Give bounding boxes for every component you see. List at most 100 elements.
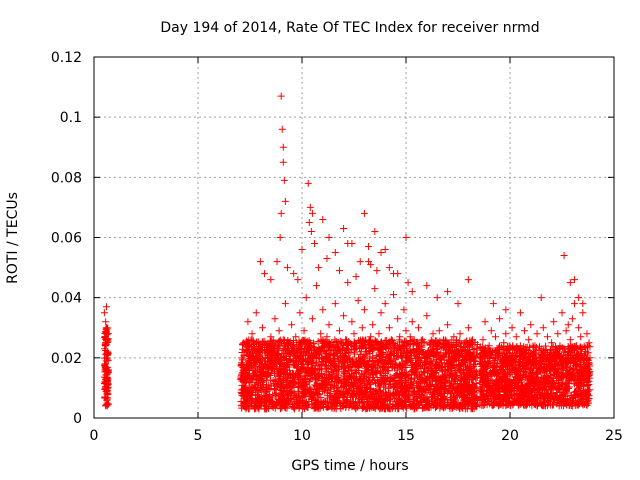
data-point [317, 393, 325, 401]
data-point [343, 354, 351, 362]
data-point [281, 197, 289, 205]
data-point [381, 300, 389, 308]
data-point [279, 158, 287, 166]
data-point [381, 246, 389, 254]
data-point [360, 391, 368, 399]
data-point [314, 397, 322, 405]
data-point [368, 364, 376, 372]
data-point [489, 300, 497, 308]
y-tick-labels: 00.020.040.060.080.10.12 [51, 50, 82, 427]
y-tick-label: 0 [73, 411, 82, 427]
data-point [284, 349, 292, 357]
data-point [402, 234, 410, 241]
data-point [562, 327, 570, 335]
data-point [310, 354, 318, 362]
data-point [363, 400, 371, 408]
data-point [502, 330, 510, 338]
data-point [393, 352, 401, 360]
data-point [321, 371, 329, 379]
data-point [424, 403, 432, 411]
data-point [369, 355, 377, 363]
data-point [295, 394, 303, 402]
data-point [464, 356, 472, 364]
data-point [264, 386, 272, 394]
data-point [290, 270, 298, 278]
data-point [585, 339, 593, 347]
data-point [365, 243, 373, 251]
data-point [472, 393, 480, 401]
y-tick-label: 0.02 [51, 351, 82, 367]
data-point [313, 282, 321, 290]
data-point [362, 336, 370, 344]
data-point [334, 387, 342, 395]
data-point [350, 330, 358, 338]
data-point [404, 279, 412, 287]
data-point [277, 92, 285, 100]
data-point [326, 374, 334, 382]
data-point [274, 395, 282, 403]
data-point [278, 125, 286, 133]
data-point [564, 321, 572, 329]
data-point [300, 402, 308, 410]
data-point [440, 353, 448, 361]
data-point [282, 404, 290, 412]
data-point [444, 288, 452, 296]
data-point [341, 346, 349, 354]
y-axis-label: ROTI / TECUs [5, 192, 21, 284]
data-point [275, 327, 283, 335]
x-tick-label: 20 [501, 428, 519, 444]
data-point [437, 382, 445, 390]
data-point [479, 336, 487, 344]
data-point [330, 350, 338, 358]
x-tick-label: 5 [194, 428, 203, 444]
data-point [399, 397, 407, 405]
data-point [527, 321, 535, 329]
data-point [256, 258, 264, 266]
data-point [365, 337, 373, 345]
data-point [255, 365, 263, 373]
data-point [423, 282, 431, 290]
data-point [351, 350, 359, 358]
data-point [348, 318, 356, 326]
data-point [481, 318, 489, 326]
data-point [344, 366, 352, 374]
data-point [326, 385, 334, 393]
data-point [575, 324, 583, 332]
data-point [343, 359, 351, 367]
data-point [354, 297, 362, 305]
data-point [102, 318, 110, 326]
data-point [331, 336, 339, 344]
data-point [371, 398, 379, 406]
data-point [331, 300, 339, 308]
data-point [330, 351, 338, 359]
data-point [358, 324, 366, 332]
data-point [280, 376, 288, 384]
data-point [464, 276, 472, 284]
data-point [397, 372, 405, 380]
data-point [276, 234, 284, 241]
data-point [390, 270, 398, 278]
data-point [449, 344, 457, 352]
data-point [433, 294, 441, 302]
data-point [302, 380, 310, 388]
data-point [319, 215, 327, 223]
data-point [454, 300, 462, 308]
data-point [408, 318, 416, 326]
data-point [436, 355, 444, 363]
data-point [434, 391, 442, 399]
data-point [273, 258, 281, 266]
data-point [330, 343, 338, 351]
data-point [394, 315, 402, 323]
data-point [424, 346, 432, 354]
grid-lines [94, 57, 614, 418]
data-point [318, 336, 326, 344]
data-point [570, 276, 578, 284]
data-point [335, 267, 343, 275]
x-tick-label: 10 [293, 428, 311, 444]
data-point [288, 321, 296, 329]
data-point [258, 324, 266, 332]
data-point [360, 306, 368, 314]
data-point [308, 209, 316, 217]
data-point [255, 405, 263, 413]
data-point [279, 143, 287, 151]
